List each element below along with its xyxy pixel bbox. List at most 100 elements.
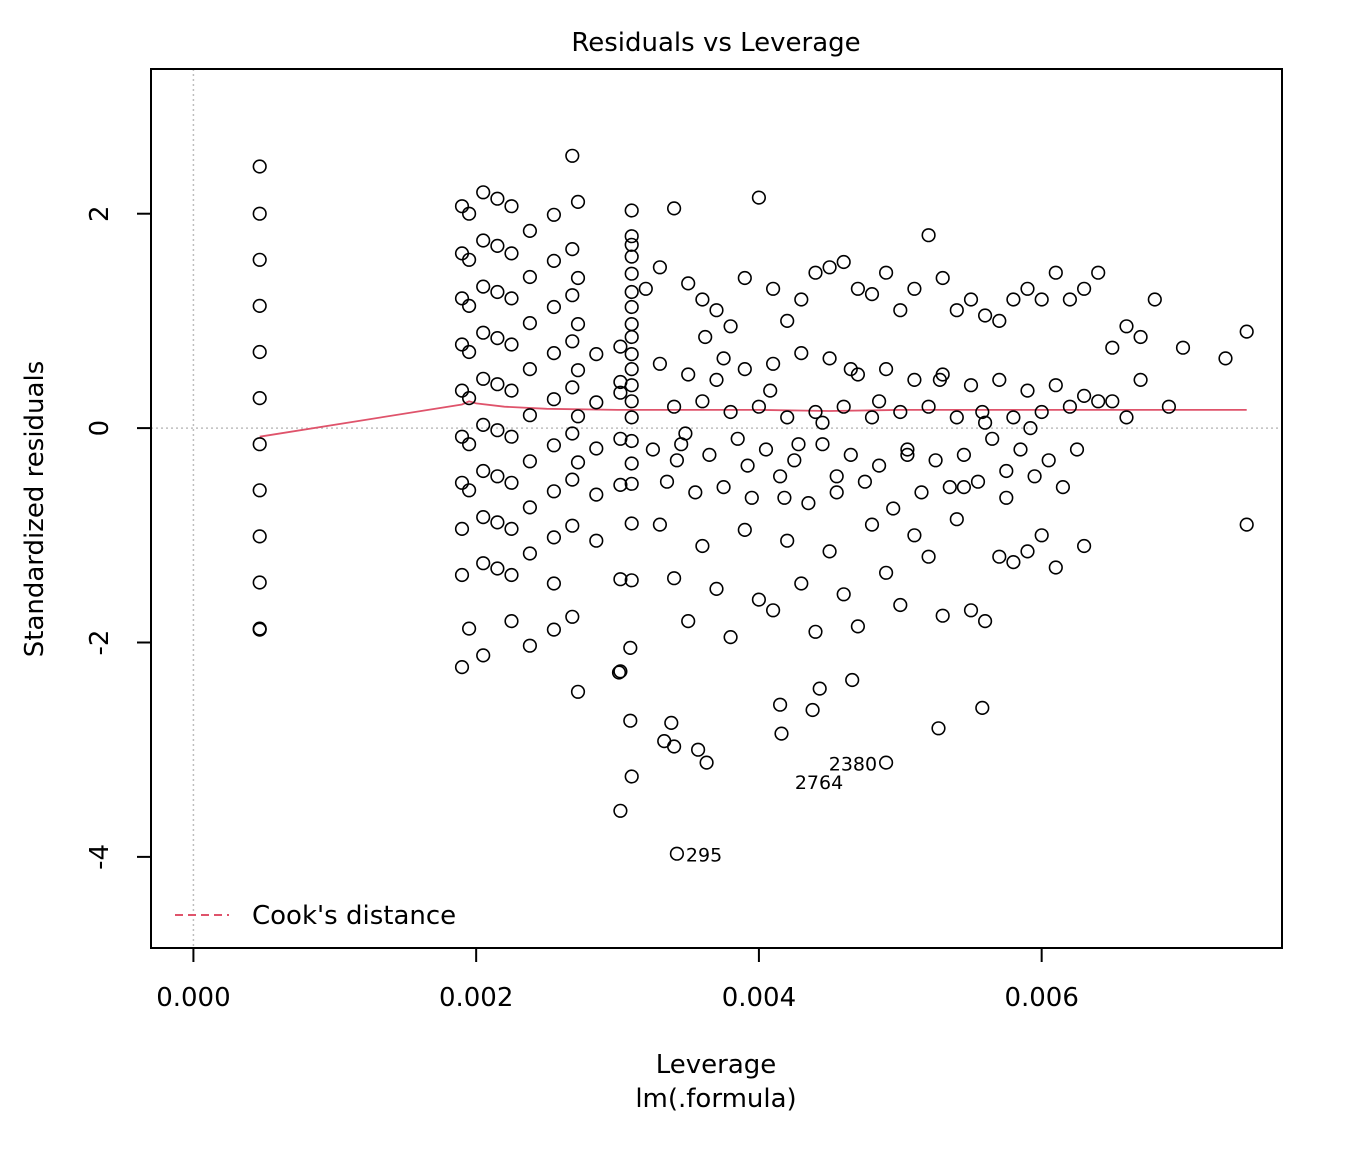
data-point [565, 380, 580, 395]
data-point [454, 475, 470, 490]
data-point [992, 549, 1007, 564]
data-point [836, 254, 851, 270]
data-point [613, 664, 628, 679]
data-point [977, 415, 993, 430]
data-point [613, 803, 628, 818]
data-point [454, 429, 470, 444]
data-point [1105, 394, 1120, 409]
data-point [772, 469, 788, 484]
data-point [977, 308, 993, 323]
data-point [774, 726, 789, 741]
data-point [992, 313, 1007, 329]
data-point [695, 394, 710, 409]
data-point [1239, 324, 1254, 339]
data-point [808, 265, 823, 280]
data-point [723, 319, 738, 334]
data-point [624, 516, 639, 531]
reference-lines [151, 69, 1282, 948]
data-point [462, 344, 477, 360]
data-point [570, 363, 586, 378]
data-point [624, 284, 639, 300]
data-point [490, 377, 505, 392]
data-point [893, 303, 908, 318]
data-point [611, 665, 627, 680]
data-point [751, 190, 767, 205]
data-point [878, 755, 894, 770]
data-point [624, 362, 639, 377]
data-point [836, 587, 851, 602]
data-point [1133, 372, 1148, 388]
data-point [1119, 410, 1134, 425]
data-point [963, 292, 979, 307]
data-point [963, 378, 979, 393]
data-point [1133, 329, 1148, 345]
data-point [914, 485, 929, 500]
data-point [921, 399, 936, 414]
data-point [907, 372, 922, 388]
data-point [624, 456, 639, 471]
data-point [624, 203, 639, 218]
data-point [462, 391, 477, 406]
data-point [624, 299, 639, 315]
data-point [1020, 544, 1035, 559]
data-point [454, 337, 470, 352]
data-point [624, 237, 639, 252]
data-point [462, 621, 477, 636]
data-point [709, 581, 724, 597]
data-point [758, 442, 774, 457]
data-point [698, 329, 713, 345]
data-point [565, 334, 580, 349]
data-point [652, 356, 668, 371]
data-point [829, 469, 844, 484]
data-point [886, 501, 901, 516]
data-point [546, 346, 562, 361]
data-point [751, 399, 767, 414]
data-point [815, 437, 830, 452]
data-point [546, 299, 562, 315]
data-point [504, 383, 519, 398]
data-point [843, 447, 858, 463]
data-point [850, 281, 866, 296]
data-point [490, 331, 505, 346]
data-point [949, 303, 964, 318]
data-point [638, 281, 653, 296]
data-point [1076, 281, 1092, 296]
data-point [252, 252, 267, 267]
data-point [504, 291, 519, 306]
data-point [666, 399, 682, 414]
x-axis-sublabel: lm(.formula) [635, 1084, 796, 1114]
data-point [975, 700, 990, 716]
data-point [836, 399, 851, 414]
data-point [942, 480, 957, 495]
data-point [1218, 351, 1233, 366]
point-label: 295 [686, 845, 722, 867]
data-point [716, 351, 731, 366]
data-point [907, 528, 922, 543]
data-point [1091, 394, 1106, 409]
data-point [801, 496, 816, 511]
data-point [613, 477, 628, 493]
data-point [613, 431, 628, 446]
data-point [476, 325, 491, 340]
data-point [794, 292, 809, 307]
data-point [504, 337, 519, 352]
data-point [1076, 388, 1092, 404]
data-point [613, 385, 628, 400]
data-point [624, 249, 639, 264]
data-point [695, 292, 710, 307]
data-point [476, 279, 491, 294]
data-point [765, 281, 781, 296]
data-point [624, 769, 639, 784]
data-point [864, 287, 880, 302]
point-label: 2380 [829, 754, 877, 776]
data-point [490, 238, 505, 253]
data-point [565, 426, 580, 441]
data-point [772, 697, 788, 712]
data-point [900, 447, 915, 463]
data-point [462, 206, 477, 221]
data-point [613, 572, 628, 587]
data-point [1020, 281, 1035, 296]
data-point [504, 429, 519, 444]
data-point [252, 159, 267, 174]
